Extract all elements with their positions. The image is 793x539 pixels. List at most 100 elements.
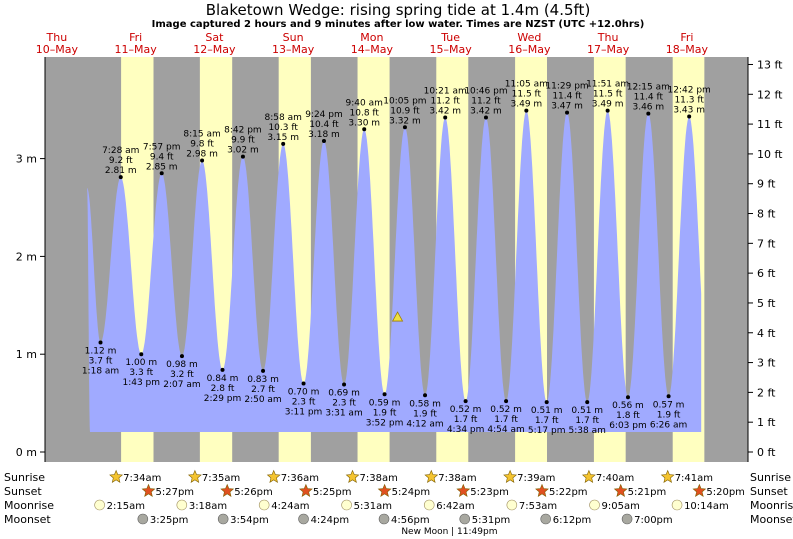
right-axis-tick-label: 12 ft — [757, 88, 783, 101]
low-tide-label: 0.51 m — [531, 406, 563, 416]
moonrise-time: 2:15am — [107, 501, 145, 512]
tide-point — [402, 125, 407, 130]
high-tide-label: 8:15 am — [183, 130, 220, 140]
moonset-icon — [217, 513, 229, 525]
tide-point — [200, 158, 205, 163]
moonrise-time: 9:05am — [602, 501, 640, 512]
right-axis-tick-label: 0 ft — [757, 446, 776, 459]
right-axis-tick-label: 9 ft — [757, 178, 776, 191]
left-axis-tick-label: 3 m — [16, 153, 37, 166]
right-axis-tick-label: 5 ft — [757, 297, 776, 310]
sunrise-row-label-left: Sunrise — [4, 471, 45, 484]
tide-point — [179, 354, 184, 359]
right-axis-tick-label: 1 ft — [757, 416, 776, 429]
low-tide-label: 0.58 m — [409, 399, 441, 409]
high-tide-label: 12:15 am — [627, 83, 670, 93]
moonset-time: 6:12pm — [553, 515, 592, 526]
tide-point — [646, 111, 651, 116]
moonset-time: 3:54pm — [230, 515, 269, 526]
moonrise-icon — [589, 499, 600, 511]
low-tide-label: 3:11 pm — [285, 408, 323, 418]
tide-point — [565, 110, 570, 115]
low-tide-label: 1.9 ft — [373, 408, 397, 418]
left-axis-tick-label: 0 m — [16, 446, 37, 459]
high-tide-label: 11.4 ft — [634, 93, 664, 103]
tide-point — [687, 114, 692, 119]
moonset-time: 7:00pm — [634, 515, 673, 526]
high-tide-label: 3.42 m — [429, 107, 461, 117]
right-axis-tick-label: 4 ft — [757, 327, 776, 340]
high-tide-label: 9.4 ft — [150, 152, 174, 162]
right-axis-tick-label: 7 ft — [757, 237, 776, 250]
high-tide-label: 10.9 ft — [390, 106, 420, 116]
sunrise-time: 7:35am — [202, 473, 240, 484]
sunrise-icon — [266, 469, 281, 483]
tide-point — [625, 395, 630, 400]
high-tide-label: 3.46 m — [632, 103, 664, 113]
tide-point — [118, 175, 123, 180]
day-labels: Thu10–MayFri11–MaySat12–MaySun13–MayMon1… — [36, 31, 709, 56]
low-tide-label: 1.12 m — [85, 346, 117, 356]
high-tide-label: 3.15 m — [267, 133, 299, 143]
high-tide-label: 3.30 m — [348, 118, 380, 128]
low-tide-label: 0.59 m — [369, 398, 401, 408]
high-tide-label: 3.42 m — [470, 107, 502, 117]
high-tide-label: 11.3 ft — [674, 96, 704, 106]
chart-title: Blaketown Wedge: rising spring tide at 1… — [206, 1, 591, 19]
right-axis-tick-label: 13 ft — [757, 58, 783, 71]
moonrise-icon — [506, 499, 518, 511]
low-tide-label: 5:17 pm — [528, 426, 566, 436]
high-tide-label: 10.8 ft — [350, 108, 380, 118]
low-tide-label: 1:43 pm — [122, 378, 160, 388]
right-axis-tick-label: 10 ft — [757, 148, 783, 161]
right-axis-tick-label: 3 ft — [757, 357, 776, 370]
tide-point — [423, 393, 428, 398]
low-tide-label: 2.8 ft — [211, 384, 235, 394]
right-axis-tick-label: 11 ft — [757, 118, 783, 131]
sunset-time: 5:26pm — [234, 487, 273, 498]
high-tide-label: 2.85 m — [146, 162, 178, 172]
tide-point — [666, 394, 671, 399]
low-tide-label: 3.3 ft — [129, 368, 153, 378]
tide-point — [504, 399, 509, 404]
high-tide-label: 11:05 am — [505, 80, 548, 90]
tide-point — [342, 382, 347, 387]
day-date-label: 14–May — [351, 43, 394, 56]
low-tide-label: 1.7 ft — [494, 415, 518, 425]
moonrise-row-label-right: Moonrise — [750, 499, 793, 512]
day-weekday-label: Thu — [46, 31, 68, 44]
low-tide-label: 0.56 m — [612, 401, 644, 411]
day-weekday-label: Sun — [283, 31, 304, 44]
sunset-icon — [220, 483, 235, 497]
high-tide-label: 3.02 m — [227, 146, 259, 156]
high-tide-label: 9:24 pm — [305, 110, 343, 120]
moonset-icon — [540, 513, 552, 525]
moonset-time: 5:31pm — [472, 515, 511, 526]
tide-point — [220, 367, 225, 372]
day-date-label: 16–May — [508, 43, 551, 56]
sunset-time: 5:21pm — [628, 487, 667, 498]
high-tide-label: 9.2 ft — [109, 156, 133, 166]
tide-point — [98, 340, 103, 345]
day-date-label: 11–May — [115, 43, 158, 56]
axes: 0 m 1 m 2 m 3 m 0 ft 1 ft 2 ft 3 ft 4 ft 5 ft 6 ft… — [16, 57, 783, 462]
sunset-row-label-right: Sunset — [750, 485, 788, 498]
high-tide-label: 10.3 ft — [268, 123, 298, 133]
sunset-icon — [613, 483, 628, 497]
high-tide-label: 9:40 am — [346, 98, 383, 108]
tide-point — [382, 392, 387, 397]
low-tide-label: 5:38 am — [569, 426, 606, 436]
tide-point — [261, 368, 266, 373]
moonrise-icon — [258, 499, 270, 511]
left-axis-tick-label: 1 m — [16, 348, 37, 361]
moonset-icon — [621, 513, 633, 525]
tide-point — [321, 138, 326, 143]
low-tide-label: 0.84 m — [207, 374, 239, 384]
tide-point — [443, 115, 448, 120]
moonset-icon — [459, 513, 471, 525]
low-tide-label: 0.69 m — [328, 389, 360, 399]
tide-point — [139, 352, 144, 357]
sunrise-row-label-right: Sunrise — [750, 471, 791, 484]
chart-subtitle: Image captured 2 hours and 9 minutes aft… — [152, 19, 645, 30]
